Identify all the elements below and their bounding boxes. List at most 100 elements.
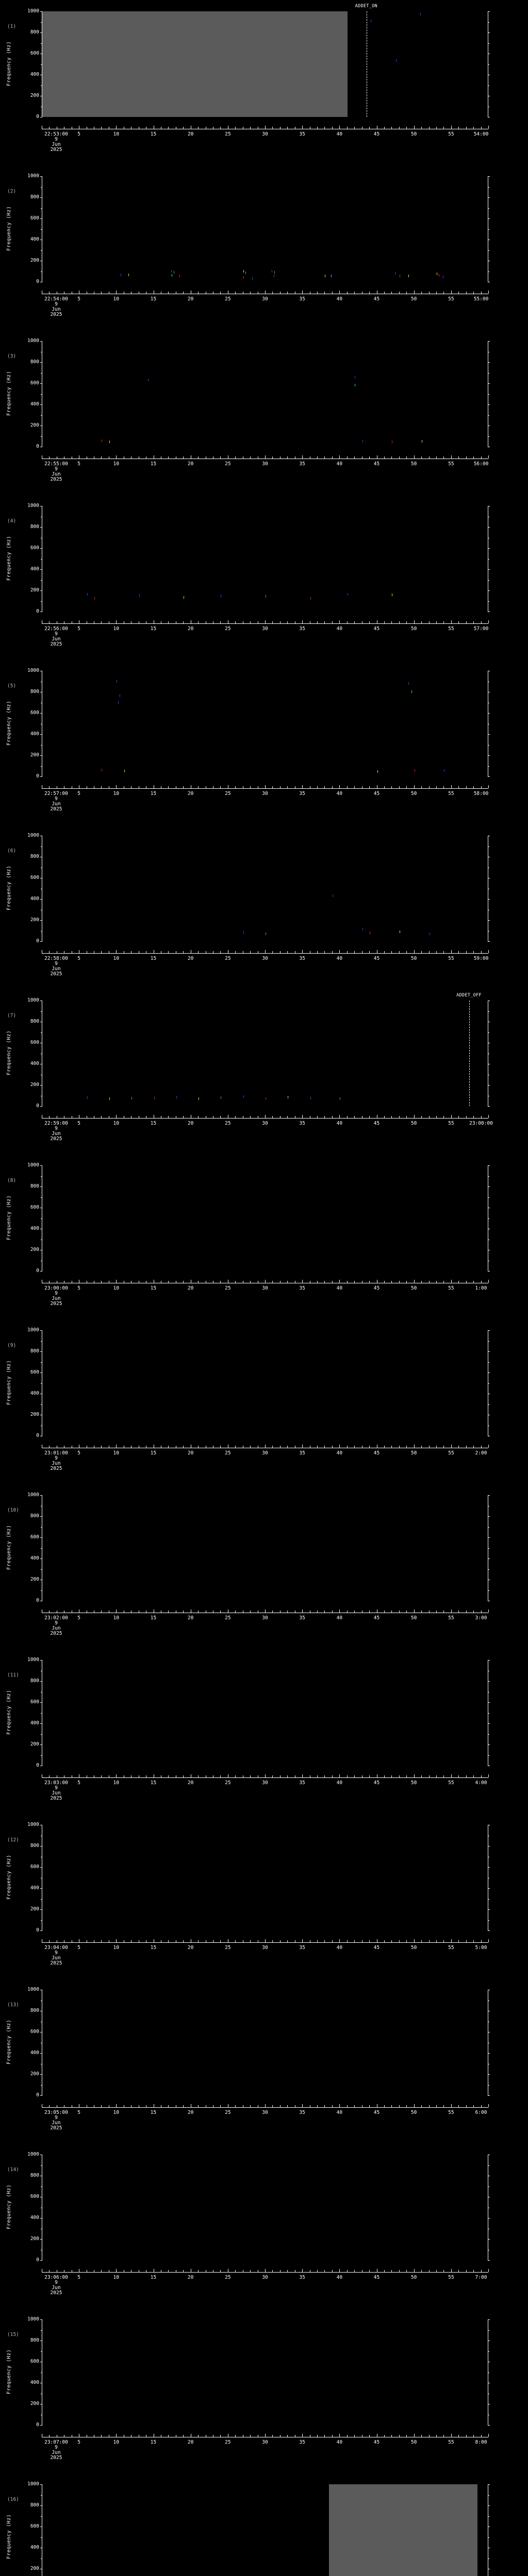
y-tick-right — [488, 404, 490, 405]
x-tick-minor — [406, 1775, 407, 1777]
x-tick-minor — [168, 951, 169, 953]
x-tick-label: 40 — [336, 2275, 343, 2280]
x-tick-minor — [436, 1116, 437, 1118]
y-tick — [40, 2074, 42, 2075]
x-tick-minor — [399, 292, 400, 294]
x-tick-label: 5 — [77, 296, 81, 302]
x-tick-minor — [198, 292, 199, 294]
x-tick-major — [451, 2434, 452, 2437]
y-tick — [40, 2425, 42, 2426]
x-tick-minor — [436, 1281, 437, 1283]
panel-index-label: (6) — [7, 848, 16, 854]
x-tick-label: 30 — [262, 461, 268, 467]
x-tick-minor — [473, 127, 474, 129]
x-tick-minor — [391, 1446, 392, 1448]
x-tick-label: 15 — [150, 1945, 157, 1951]
x-tick-minor — [235, 456, 236, 459]
y-tick — [40, 1165, 42, 1166]
x-tick-label: 30 — [262, 131, 268, 137]
x-tick-minor — [346, 127, 348, 129]
x-tick-minor — [198, 786, 199, 788]
x-axis-date-line: Jun — [52, 142, 61, 147]
x-tick-major — [302, 1115, 303, 1118]
y-tick-label: 1000 — [27, 1822, 39, 1827]
x-axis-date-line: 9 — [55, 796, 58, 802]
x-tick-minor — [354, 1775, 355, 1777]
y-tick-label: 400 — [30, 1720, 39, 1726]
y-tick — [40, 32, 42, 33]
x-tick-major — [116, 455, 117, 459]
x-tick-minor — [473, 1940, 474, 1942]
x-axis-date-line: 2025 — [50, 2125, 62, 2131]
y-tick-minor-right — [488, 43, 489, 44]
x-tick-label: 30 — [262, 791, 268, 796]
y-tick-right — [488, 2319, 490, 2320]
x-tick-minor — [421, 1116, 422, 1118]
y-tick-minor — [41, 1920, 42, 1921]
x-tick-minor — [346, 951, 348, 953]
y-tick-label: 800 — [30, 2008, 39, 2013]
x-tick-label: 10 — [113, 1780, 120, 1786]
y-tick-right — [488, 1744, 490, 1745]
x-tick-minor — [272, 2270, 273, 2272]
y-tick-right — [488, 362, 490, 363]
x-tick-major — [116, 2104, 117, 2107]
y-tick — [40, 548, 42, 549]
y-axis-title: Frequency (Hz) — [6, 865, 12, 910]
x-tick-label: 10 — [113, 1945, 120, 1951]
y-tick-right — [488, 1516, 490, 1517]
x-tick-minor — [458, 1446, 459, 1448]
x-tick-major — [414, 291, 415, 294]
x-tick-minor — [458, 2270, 459, 2272]
x-tick-label: 25 — [225, 626, 231, 632]
x-tick-major — [265, 1115, 266, 1118]
y-tick-minor-right — [488, 2330, 489, 2331]
x-tick-minor — [272, 2435, 273, 2437]
x-tick-minor — [384, 2270, 385, 2272]
x-tick-label: 5 — [77, 626, 81, 632]
x-tick-major — [302, 785, 303, 788]
x-tick-minor — [406, 1281, 407, 1283]
x-tick-minor — [481, 127, 482, 129]
x-tick-label: 15 — [150, 2275, 157, 2280]
x-tick-minor — [473, 1446, 474, 1448]
y-tick-right — [488, 1165, 490, 1166]
x-tick-minor — [458, 292, 459, 294]
x-tick-minor — [473, 2105, 474, 2107]
x-tick-label: 25 — [225, 2275, 231, 2280]
y-tick-minor-right — [488, 2558, 489, 2559]
x-tick-label: 10 — [113, 1615, 120, 1621]
y-tick — [40, 218, 42, 219]
x-tick-minor — [399, 1940, 400, 1942]
y-tick-label: 800 — [30, 1843, 39, 1849]
y-tick-label: 600 — [30, 215, 39, 221]
x-tick-major — [451, 2104, 452, 2107]
x-tick-minor — [332, 621, 333, 623]
x-tick-minor — [421, 951, 422, 953]
x-tick-minor — [458, 1611, 459, 1613]
x-tick-minor — [384, 786, 385, 788]
x-tick-minor — [436, 786, 437, 788]
x-tick-minor — [428, 2435, 430, 2437]
y-tick-label: 400 — [30, 731, 39, 737]
x-tick-label: 30 — [262, 1450, 268, 1456]
y-tick-minor-right — [488, 846, 489, 847]
x-axis-end-label: 4:00 — [475, 1780, 487, 1786]
x-tick-label: 20 — [187, 1945, 194, 1951]
